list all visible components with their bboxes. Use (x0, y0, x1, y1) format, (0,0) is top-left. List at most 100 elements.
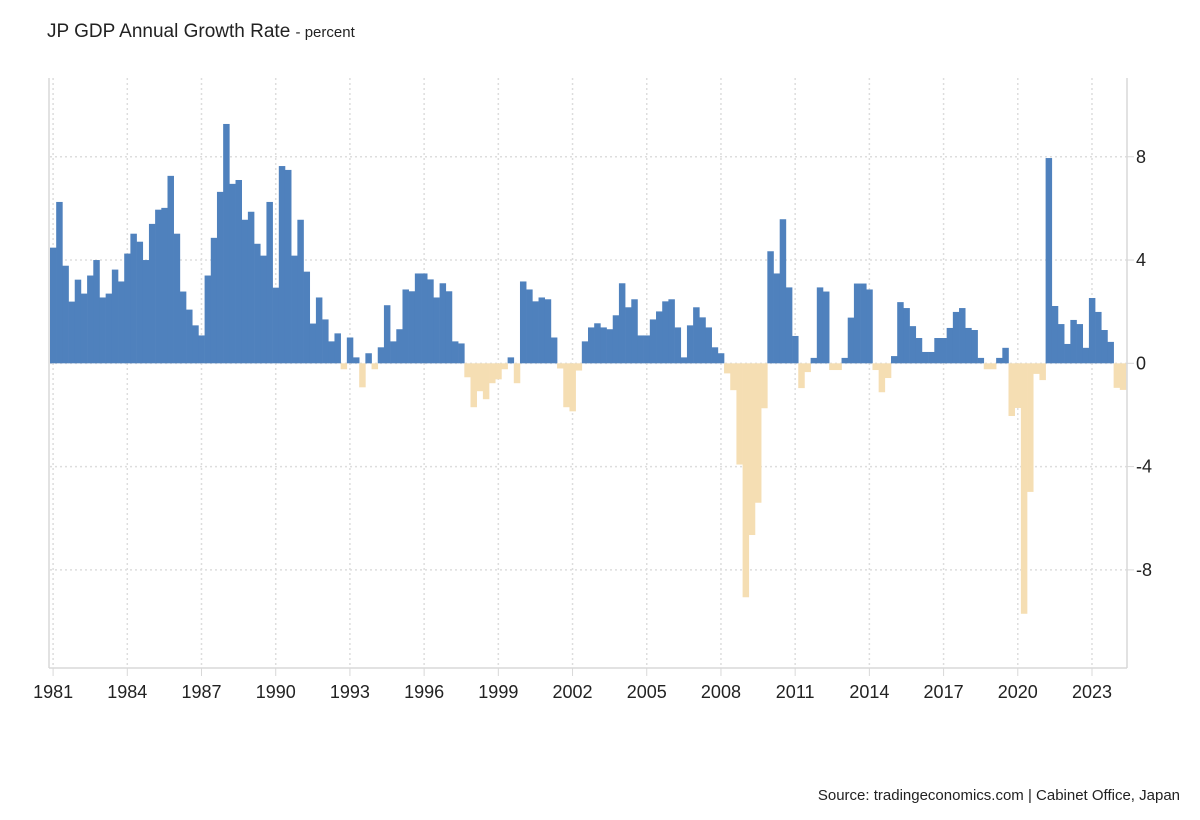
bar (340, 363, 348, 370)
chart-title-text: JP GDP Annual Growth Rate (47, 21, 291, 42)
bar (315, 297, 323, 364)
x-tick-label: 2020 (998, 682, 1038, 702)
bar (421, 273, 428, 364)
bar (928, 351, 935, 364)
bar (847, 317, 855, 364)
bar (501, 363, 508, 370)
bar (74, 279, 82, 364)
bar (334, 333, 341, 364)
bar (390, 341, 397, 364)
y-tick-label: -8 (1136, 560, 1152, 580)
bar (816, 287, 824, 364)
bar (284, 169, 292, 364)
bar (328, 341, 335, 364)
bar (377, 347, 385, 364)
bar (915, 338, 923, 364)
bar (699, 317, 706, 364)
bar (897, 302, 904, 364)
bar (241, 219, 249, 364)
bar (1107, 341, 1114, 364)
axes (48, 78, 1134, 676)
bar (359, 363, 366, 388)
bar (767, 251, 774, 364)
bar (427, 279, 434, 364)
bar (1033, 363, 1040, 374)
x-tick-label: 2023 (1072, 682, 1112, 702)
bar (866, 289, 873, 364)
bars (50, 123, 1127, 614)
bar (686, 325, 694, 364)
tick-labels: 8 4 0 -4 -8 1981 1984 1987 1990 1993 1996 1999 2002 2… (33, 147, 1152, 702)
bar (507, 357, 515, 364)
bar (458, 343, 465, 364)
bar (266, 201, 273, 364)
bar (544, 299, 552, 364)
bar (674, 327, 682, 364)
bar (303, 271, 311, 364)
bar (736, 363, 743, 465)
bar (1057, 324, 1065, 364)
x-tick-label: 2002 (553, 682, 593, 702)
bar (495, 363, 502, 380)
bar (1027, 363, 1034, 492)
y-tick-label: -4 (1136, 457, 1152, 477)
bar (884, 363, 892, 379)
bar (625, 307, 632, 364)
bar (105, 293, 113, 364)
y-tick-label: 8 (1136, 147, 1146, 167)
bar (656, 311, 663, 364)
bar (93, 260, 100, 364)
x-tick-label: 2017 (924, 682, 964, 702)
bar (1113, 363, 1121, 388)
bar (971, 330, 978, 364)
bar (111, 269, 119, 364)
bar (680, 357, 688, 364)
bar (260, 255, 267, 364)
bar (1082, 347, 1090, 364)
source-note: Source: tradingeconomics.com | Cabinet O… (817, 787, 1180, 804)
bar (557, 363, 564, 369)
bar (996, 357, 1003, 364)
bar (724, 363, 731, 374)
bar (1014, 363, 1022, 408)
bar (513, 363, 521, 384)
bar (118, 281, 125, 364)
bar (804, 363, 811, 373)
bar (606, 329, 614, 364)
bar (80, 293, 88, 364)
bar (1076, 324, 1084, 364)
x-tick-label: 1990 (256, 682, 296, 702)
bar (186, 309, 193, 364)
bar (631, 299, 638, 364)
bar (754, 363, 762, 503)
bar (959, 308, 966, 364)
bar (1119, 363, 1127, 390)
bar (742, 363, 750, 598)
bar (309, 323, 317, 364)
bar (773, 273, 781, 364)
bar (1101, 330, 1108, 364)
bar (835, 363, 842, 371)
bar (470, 363, 477, 408)
bar (322, 319, 329, 364)
bar (668, 299, 675, 364)
bar (204, 275, 212, 364)
bar (649, 319, 657, 364)
bar (408, 291, 416, 364)
bar (1070, 319, 1077, 364)
bar (748, 363, 756, 536)
bar (173, 233, 181, 364)
bar (396, 329, 403, 364)
bar (952, 311, 960, 364)
bar (853, 283, 861, 364)
bar (99, 297, 106, 364)
bar (254, 243, 261, 364)
bar (785, 287, 793, 364)
x-tick-label: 2005 (627, 682, 667, 702)
bar (829, 363, 836, 371)
x-tick-label: 1999 (478, 682, 518, 702)
bar (223, 123, 230, 364)
bar (210, 237, 218, 364)
bar (550, 337, 558, 364)
